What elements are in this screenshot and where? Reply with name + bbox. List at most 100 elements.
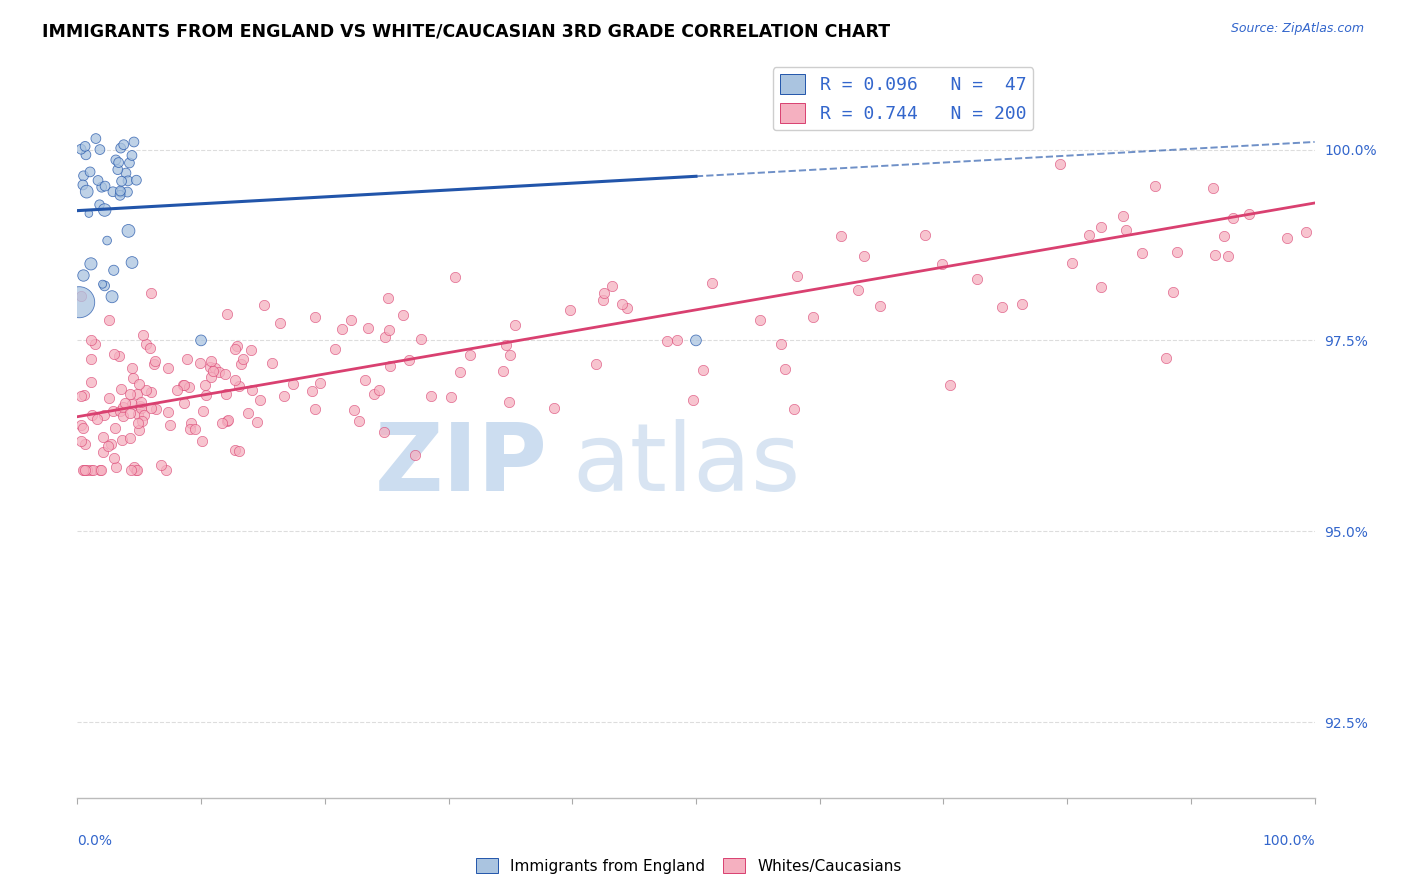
Point [217,414,239,428]
Point [1144,179,1167,194]
Point [409,332,432,346]
Point [1222,211,1244,226]
Point [117,224,139,238]
Point [98,391,121,405]
Point [191,403,214,417]
Point [204,360,226,375]
Point [80,376,103,390]
Point [775,361,797,376]
Point [1295,225,1317,239]
Point [135,336,157,351]
Point [682,392,704,407]
Point [1202,181,1225,195]
Point [89,463,111,477]
Point [499,348,522,362]
Point [103,450,125,465]
Point [200,354,222,368]
Point [108,188,131,202]
Point [84,131,107,145]
Text: 0.0%: 0.0% [77,834,112,848]
Point [110,184,132,198]
Point [991,300,1014,314]
Point [543,401,565,416]
Legend: Immigrants from England, Whites/Caucasians: Immigrants from England, Whites/Caucasia… [471,852,907,880]
Point [224,342,246,356]
Point [449,365,471,379]
Point [700,276,723,290]
Point [100,437,122,451]
Point [101,404,124,418]
Point [125,463,148,477]
Point [89,143,111,157]
Point [200,369,222,384]
Point [173,378,195,392]
Point [1115,223,1137,237]
Point [104,153,127,167]
Point [193,378,215,392]
Point [107,162,129,177]
Point [70,289,93,303]
Point [121,148,143,162]
Point [103,263,125,277]
Point [931,257,953,271]
Point [253,297,276,311]
Point [301,384,323,398]
Point [229,357,252,371]
Point [748,313,770,327]
Point [172,377,194,392]
Point [76,185,98,199]
Text: 100.0%: 100.0% [1263,834,1315,848]
Point [184,422,207,436]
Point [176,351,198,366]
Point [143,354,166,368]
Point [101,185,124,199]
Point [125,386,148,401]
Point [156,361,179,376]
Point [87,173,110,187]
Point [228,379,250,393]
Point [228,443,250,458]
Point [139,401,162,416]
Point [492,364,515,378]
Text: Source: ZipAtlas.com: Source: ZipAtlas.com [1230,22,1364,36]
Point [1218,249,1240,263]
Point [67,295,90,310]
Point [368,383,391,397]
Point [129,395,152,409]
Point [91,445,114,459]
Point [179,422,201,436]
Point [592,285,614,300]
Point [111,433,134,447]
Point [79,165,101,179]
Point [108,349,131,363]
Point [93,202,115,217]
Point [117,185,139,199]
Point [655,334,678,348]
Point [225,339,247,353]
Legend: R = 0.096   N =  47, R = 0.744   N = 200: R = 0.096 N = 47, R = 0.744 N = 200 [772,67,1033,130]
Point [392,308,415,322]
Point [914,227,936,242]
Point [325,343,347,357]
Point [353,373,375,387]
Point [121,361,143,376]
Point [129,401,152,415]
Point [786,268,808,283]
Point [1112,209,1135,223]
Point [616,301,638,316]
Point [439,390,461,404]
Point [966,272,988,286]
Point [155,463,177,477]
Point [340,313,363,327]
Point [458,347,481,361]
Point [1090,279,1112,293]
Point [692,363,714,377]
Point [93,408,115,422]
Point [128,423,150,437]
Point [101,290,124,304]
Point [283,376,305,391]
Point [343,403,366,417]
Point [70,388,93,402]
Point [110,186,132,200]
Point [115,166,138,180]
